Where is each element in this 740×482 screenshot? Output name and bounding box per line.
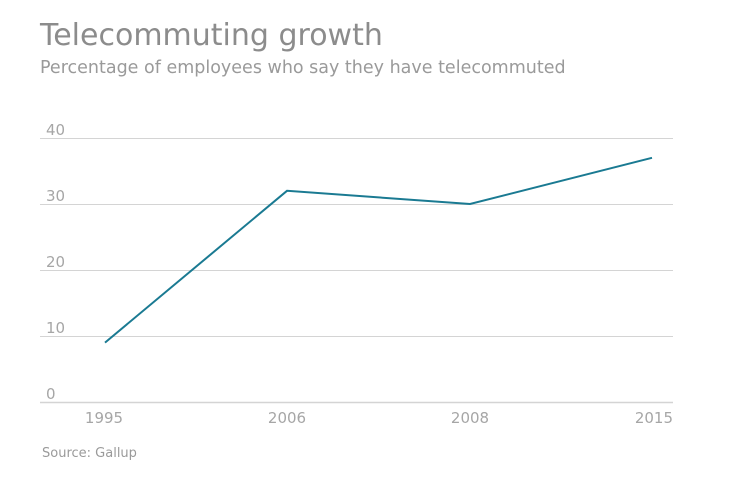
x-tick-label: 1995	[85, 409, 123, 427]
gridlines	[40, 138, 673, 404]
x-tick-label: 2008	[451, 409, 489, 427]
data-line	[104, 156, 653, 344]
x-axis-labels: 1995 2006 2008 2015	[85, 409, 673, 427]
source-note: Source: Gallup	[42, 446, 137, 461]
chart-title: Telecommuting growth	[40, 18, 383, 53]
x-tick-label: 2015	[635, 409, 673, 427]
x-tick-label: 2006	[268, 409, 306, 427]
y-tick-label: 20	[46, 253, 65, 271]
y-tick-label: 0	[46, 385, 56, 403]
y-tick-label: 40	[46, 121, 65, 139]
y-tick-label: 30	[46, 187, 65, 205]
y-tick-label: 10	[46, 319, 65, 337]
y-axis-labels: 0 10 20 30 40	[46, 121, 65, 403]
chart-subtitle: Percentage of employees who say they hav…	[40, 58, 566, 78]
